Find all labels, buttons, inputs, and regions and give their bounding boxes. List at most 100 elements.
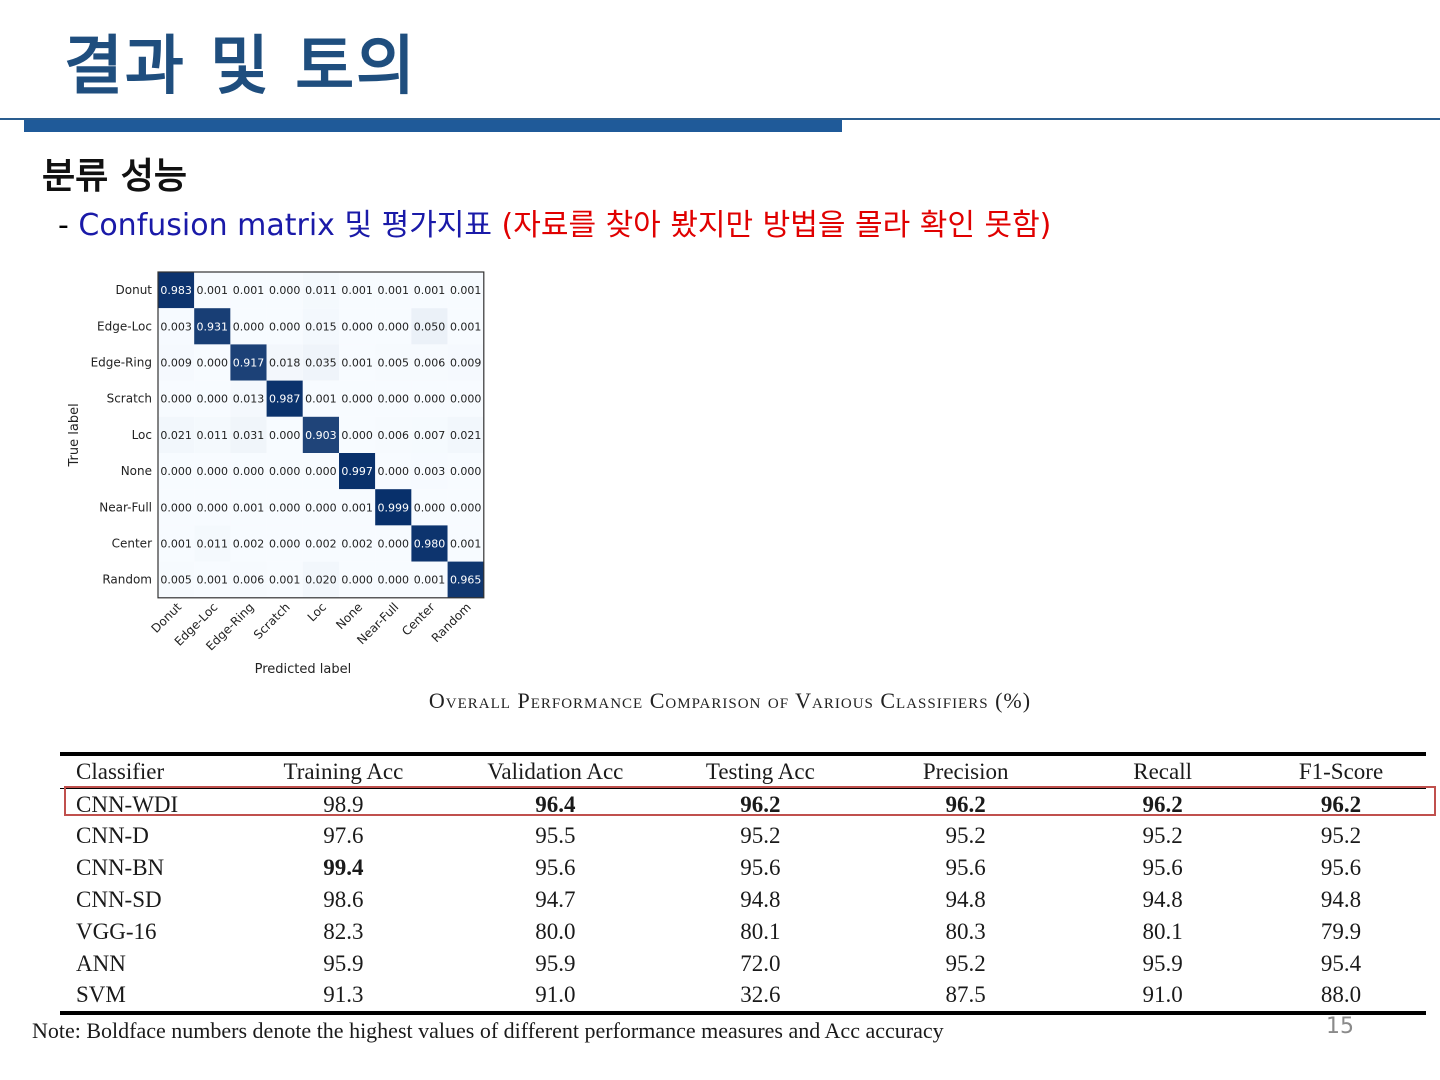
metric-value: 95.4: [1320, 950, 1362, 976]
table-row: SVM 91.3 91.0 32.6 87.5 91.0 88.0: [60, 980, 1426, 1014]
matrix-cell-value: 0.931: [197, 320, 229, 333]
matrix-cell: [230, 416, 267, 453]
matrix-cell: [158, 344, 195, 381]
matrix-cell: [194, 272, 231, 309]
metric-value: 96.2: [740, 791, 781, 817]
matrix-cell-value: 0.001: [197, 574, 229, 587]
matrix-cell-value: 0.001: [378, 284, 410, 297]
matrix-cell-value: 0.987: [269, 393, 301, 406]
metric-value: 91.0: [1142, 982, 1183, 1008]
column-header: Precision: [922, 758, 1009, 784]
matrix-cell-value: 0.997: [341, 465, 373, 478]
table-body: CNN-WDI 98.9 96.4 96.2 96.2 96.2 96.2 CNN-D 97.6…: [60, 788, 1426, 1014]
matrix-cell: [339, 453, 376, 490]
metric-value: 87.5: [945, 982, 986, 1008]
matrix-cell-value: 0.000: [378, 538, 410, 551]
matrix-cell-value: 0.003: [160, 320, 192, 333]
metric-value: 95.6: [945, 855, 986, 881]
metric-value: 96.4: [535, 791, 576, 817]
matrix-cell: [158, 272, 195, 309]
matrix-cell: [158, 525, 195, 562]
matrix-cell-value: 0.000: [160, 393, 192, 406]
metric-value: 95.9: [323, 950, 364, 976]
table-row: CNN-SD 98.6 94.7 94.8 94.8 94.8 94.8: [60, 884, 1426, 916]
matrix-cell-value: 0.001: [341, 501, 373, 514]
matrix-cell: [339, 380, 376, 417]
metric-value: 80.1: [1142, 918, 1183, 944]
matrix-cell-value: 0.005: [160, 574, 192, 587]
matrix-cell: [194, 525, 231, 562]
matrix-cell: [411, 561, 448, 598]
classifier-name: CNN-D: [76, 823, 149, 849]
matrix-cell: [339, 561, 376, 598]
matrix-cell-value: 0.000: [269, 320, 301, 333]
column-header: Testing Acc: [705, 758, 815, 784]
matrix-cell: [411, 344, 448, 381]
matrix-cell: [339, 525, 376, 562]
matrix-cell-value: 0.001: [233, 501, 265, 514]
classifier-name: SVM: [76, 982, 126, 1008]
classifier-name: VGG-16: [76, 918, 157, 944]
y-axis-label: True label: [67, 403, 82, 467]
row-label: Donut: [116, 283, 153, 297]
matrix-cell: [302, 416, 339, 453]
x-axis-label: Predicted label: [255, 662, 352, 677]
metric-value: 99.4: [323, 855, 364, 881]
matrix-cell: [447, 453, 484, 490]
matrix-cell-value: 0.020: [305, 574, 337, 587]
matrix-cell: [194, 344, 231, 381]
matrix-cell: [230, 453, 267, 490]
matrix-cell-value: 0.001: [414, 574, 446, 587]
matrix-cell: [375, 561, 412, 598]
matrix-cell-value: 0.000: [378, 574, 410, 587]
matrix-cell-value: 0.000: [269, 538, 301, 551]
row-label: Near-Full: [99, 500, 152, 514]
metric-value: 95.2: [1142, 823, 1183, 849]
matrix-cell-value: 0.011: [197, 429, 229, 442]
matrix-cell: [194, 308, 231, 345]
matrix-cell-value: 0.000: [269, 501, 301, 514]
matrix-cell-value: 0.013: [233, 393, 265, 406]
matrix-cell: [302, 453, 339, 490]
metric-value: 94.7: [535, 887, 576, 913]
matrix-cell: [411, 308, 448, 345]
page-number: 15: [1326, 1014, 1354, 1039]
table-header-row: Classifier Training Acc Validation Acc Test…: [60, 754, 1426, 789]
matrix-cell-value: 0.000: [450, 501, 482, 514]
matrix-cell: [266, 489, 303, 526]
table-row: CNN-WDI 98.9 96.4 96.2 96.2 96.2 96.2: [60, 788, 1426, 820]
matrix-cell: [266, 380, 303, 417]
row-label: Scratch: [107, 392, 152, 406]
table-row: ANN 95.9 95.9 72.0 95.2 95.9 95.4: [60, 948, 1426, 980]
matrix-cell-value: 0.001: [341, 284, 373, 297]
metric-value: 94.8: [945, 887, 986, 913]
matrix-cell-value: 0.000: [233, 465, 265, 478]
matrix-cell: [230, 489, 267, 526]
matrix-cell: [302, 489, 339, 526]
matrix-cell-value: 0.000: [197, 393, 229, 406]
slide-title: 결과 및 토의: [64, 30, 417, 104]
metric-value: 95.9: [535, 950, 576, 976]
matrix-cell-value: 0.050: [414, 320, 446, 333]
table-row: VGG-16 82.3 80.0 80.1 80.3 80.1 79.9: [60, 916, 1426, 948]
matrix-cell-value: 0.002: [341, 538, 373, 551]
table-row: CNN-BN 99.4 95.6 95.6 95.6 95.6 95.6: [60, 852, 1426, 884]
matrix-cell-value: 0.001: [305, 393, 337, 406]
classifier-name: CNN-BN: [76, 855, 165, 881]
matrix-cell: [447, 308, 484, 345]
row-label: Loc: [132, 428, 152, 442]
matrix-cell: [230, 380, 267, 417]
matrix-cell: [194, 453, 231, 490]
matrix-cell: [302, 272, 339, 309]
matrix-cell-value: 0.000: [414, 393, 446, 406]
matrix-cell-value: 0.031: [233, 429, 265, 442]
matrix-cell: [194, 416, 231, 453]
metric-value: 95.6: [1320, 855, 1362, 881]
matrix-cell-value: 0.000: [160, 465, 192, 478]
matrix-cell-value: 0.011: [197, 538, 229, 551]
metric-value: 95.6: [1142, 855, 1183, 881]
classifier-name: ANN: [76, 950, 126, 976]
metric-value: 98.6: [323, 887, 364, 913]
classifier-name: CNN-SD: [76, 887, 162, 913]
row-label: Edge-Ring: [91, 356, 152, 370]
